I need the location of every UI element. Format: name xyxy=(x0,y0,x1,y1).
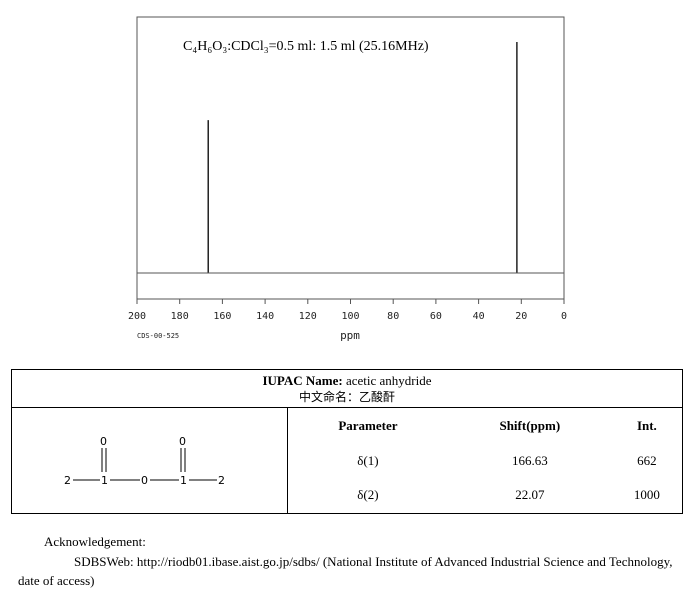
atom-label: 0 xyxy=(179,435,186,448)
x-tick-label: 200 xyxy=(128,311,146,322)
nmr-spectrum-chart: C₄H₆O₃:CDCl₃=0.5 ml: 1.5 ml (25.16MHz) 2… xyxy=(128,16,567,342)
acknowledgement-text: SDBSWeb: http://riodb01.ibase.aist.go.jp… xyxy=(18,554,673,588)
column-header: Shift(ppm) xyxy=(499,418,561,433)
table-cell: 662 xyxy=(637,453,657,468)
atom-label: 0 xyxy=(141,474,148,487)
x-tick-label: 120 xyxy=(299,311,317,322)
peak-table: Parameter Shift(ppm) Int. δ(1) 166.63 66… xyxy=(288,408,682,512)
compound-info-box: IUPAC Name: acetic anhydride 中文命名：乙酸酐 2 … xyxy=(11,369,683,514)
x-tick-label: 140 xyxy=(256,311,274,322)
column-header: Int. xyxy=(636,418,657,433)
chart-title: C₄H₆O₃:CDCl₃=0.5 ml: 1.5 ml (25.16MHz) xyxy=(183,39,429,54)
iupac-label: IUPAC Name: xyxy=(262,373,343,388)
x-tick-label: 160 xyxy=(213,311,231,322)
table-cell: δ(1) xyxy=(357,453,379,468)
table-cell: 166.63 xyxy=(511,453,548,468)
table-cell: δ(2) xyxy=(357,487,379,502)
x-axis-label: ppm xyxy=(340,329,360,342)
table-cell: 1000 xyxy=(633,487,660,502)
peaks-layer xyxy=(207,42,518,273)
structure-diagram: 2 1 0 1 2 0 0 xyxy=(64,435,225,487)
structure-panel: 2 1 0 1 2 0 0 xyxy=(12,408,288,513)
table-row: δ(1) 166.63 662 xyxy=(288,444,682,478)
atom-label: 0 xyxy=(100,435,107,448)
x-tick-label: 100 xyxy=(341,311,359,322)
iupac-name: acetic anhydride xyxy=(345,373,432,388)
table-cell: 22.07 xyxy=(515,487,545,502)
acknowledgement-title: Acknowledgement: xyxy=(44,534,146,549)
column-header: Parameter xyxy=(338,418,398,433)
plot-frame xyxy=(136,16,565,300)
atom-label: 2 xyxy=(218,474,225,487)
chinese-name-label: 中文命名： xyxy=(298,390,359,404)
table-row: δ(2) 22.07 1000 xyxy=(288,478,682,512)
atom-label: 1 xyxy=(101,474,108,487)
atom-label: 2 xyxy=(64,474,71,487)
x-tick-label: 180 xyxy=(171,311,189,322)
x-tick-label: 20 xyxy=(515,311,527,322)
compound-name-header: IUPAC Name: acetic anhydride 中文命名：乙酸酐 xyxy=(12,370,682,408)
x-tick-label: 60 xyxy=(430,311,442,322)
table-header-row: Parameter Shift(ppm) Int. xyxy=(288,408,682,444)
x-tick-label: 80 xyxy=(387,311,399,322)
x-axis-ticks: 200 180 160 140 120 100 80 60 40 20 0 xyxy=(128,299,567,322)
spectrum-code: CDS-00-525 xyxy=(137,332,179,340)
x-tick-label: 0 xyxy=(561,311,567,322)
chinese-name: 乙酸酐 xyxy=(359,390,396,404)
x-tick-label: 40 xyxy=(473,311,485,322)
atom-label: 1 xyxy=(180,474,187,487)
